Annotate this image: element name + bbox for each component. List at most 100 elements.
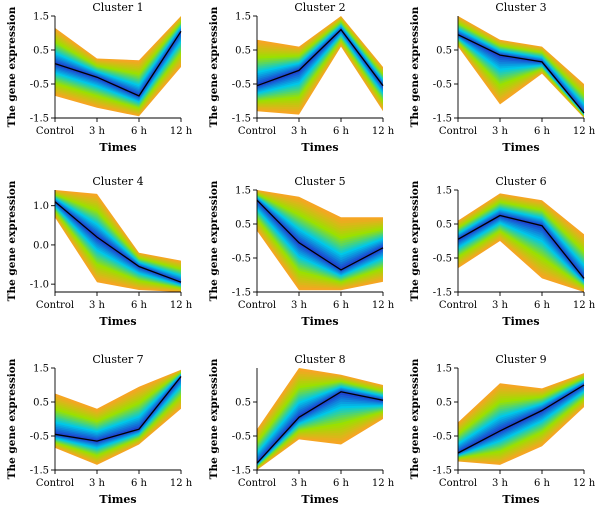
band-layer (458, 32, 584, 114)
x-tick-label: Control (238, 300, 276, 311)
x-axis-title: Times (99, 493, 136, 506)
y-axis-title: The gene expression (409, 180, 421, 301)
x-tick-label: Control (36, 126, 74, 137)
y-axis-title: The gene expression (208, 358, 220, 479)
x-tick-label: Control (439, 126, 477, 137)
x-tick-label: Control (238, 478, 276, 489)
x-tick-label: 3 h (492, 478, 509, 489)
y-tick-label: 1.5 (436, 364, 452, 375)
x-tick-label: 3 h (291, 126, 308, 137)
y-tick-label: -1.5 (232, 466, 251, 477)
y-tick-label: -0.5 (30, 432, 49, 443)
chart-title: Cluster 5 (294, 175, 345, 188)
y-tick-label: 1.5 (33, 12, 49, 23)
x-tick-label: 12 h (372, 300, 395, 311)
y-tick-label: -1.5 (30, 466, 49, 477)
x-tick-label: 6 h (131, 300, 148, 311)
y-tick-label: 0.5 (436, 46, 452, 57)
centroid-line (256, 28, 384, 87)
x-tick-label: 12 h (573, 126, 596, 137)
x-tick-label: 3 h (89, 126, 106, 137)
centroid-line (457, 384, 585, 454)
x-axis-title: Times (99, 315, 136, 328)
x-tick-label: 3 h (291, 478, 308, 489)
y-axis-title: The gene expression (409, 358, 421, 479)
expression-band (257, 368, 383, 470)
x-tick-label: 6 h (534, 126, 551, 137)
chart-title: Cluster 2 (294, 1, 345, 14)
chart-title: Cluster 6 (495, 175, 546, 188)
y-tick-label: -0.5 (433, 80, 452, 91)
band-layer (257, 197, 383, 275)
y-tick-label: -0.5 (232, 432, 251, 443)
x-tick-label: Control (36, 478, 74, 489)
chart-title: Cluster 9 (495, 353, 546, 366)
centroid-line (256, 391, 384, 464)
y-tick-label: 0.5 (436, 398, 452, 409)
x-tick-label: 6 h (333, 126, 350, 137)
band-layer (55, 200, 181, 284)
y-tick-label: 0.5 (33, 46, 49, 57)
y-axis-title: The gene expression (6, 180, 18, 301)
y-tick-label: 0.0 (33, 240, 49, 251)
y-tick-label: 1.5 (436, 186, 452, 197)
chart-title: Cluster 8 (294, 353, 345, 366)
x-tick-label: 12 h (372, 478, 395, 489)
x-tick-label: 3 h (291, 300, 308, 311)
chart-title: Cluster 3 (495, 1, 546, 14)
y-axis-title: The gene expression (6, 358, 18, 479)
band-layer (257, 386, 383, 466)
x-axis-title: Times (502, 315, 539, 328)
y-tick-label: 0.5 (436, 220, 452, 231)
band-layer (55, 199, 181, 285)
chart-title: Cluster 1 (92, 1, 143, 14)
centroid-line (54, 376, 182, 442)
y-tick-label: 1.5 (33, 364, 49, 375)
band-layer (458, 209, 584, 283)
x-axis-title: Times (502, 141, 539, 154)
y-tick-label: 1.0 (33, 201, 49, 212)
chart-title: Cluster 4 (92, 175, 143, 188)
x-tick-label: Control (439, 478, 477, 489)
x-tick-label: 3 h (492, 126, 509, 137)
x-tick-label: 12 h (170, 478, 193, 489)
x-tick-label: 6 h (131, 126, 148, 137)
y-axis-title: The gene expression (6, 6, 18, 127)
x-axis-title: Times (99, 141, 136, 154)
x-tick-label: Control (439, 300, 477, 311)
x-tick-label: Control (238, 126, 276, 137)
y-tick-label: -0.5 (433, 432, 452, 443)
expression-band (257, 190, 383, 291)
chart-title: Cluster 7 (92, 353, 143, 366)
x-tick-label: 6 h (131, 478, 148, 489)
y-tick-label: 0.5 (235, 46, 251, 57)
centroid-line (54, 30, 182, 97)
x-axis-title: Times (301, 141, 338, 154)
x-tick-label: 6 h (333, 478, 350, 489)
expression-band (257, 16, 383, 115)
centroid-line (457, 34, 585, 114)
y-tick-label: 1.5 (235, 186, 251, 197)
x-tick-label: 6 h (333, 300, 350, 311)
x-tick-label: 12 h (372, 126, 395, 137)
x-tick-label: 12 h (573, 478, 596, 489)
y-tick-label: 1.5 (235, 12, 251, 23)
x-axis-title: Times (301, 315, 338, 328)
x-axis-title: Times (301, 493, 338, 506)
y-axis-title: The gene expression (409, 6, 421, 127)
band-layer (458, 33, 584, 114)
y-tick-label: -1.5 (232, 114, 251, 125)
x-tick-label: 3 h (89, 300, 106, 311)
y-axis-title: The gene expression (208, 6, 220, 127)
x-tick-label: 12 h (170, 126, 193, 137)
x-tick-label: 3 h (89, 478, 106, 489)
expression-band (55, 16, 181, 117)
y-tick-label: -1.5 (30, 114, 49, 125)
x-tick-label: 12 h (170, 300, 193, 311)
